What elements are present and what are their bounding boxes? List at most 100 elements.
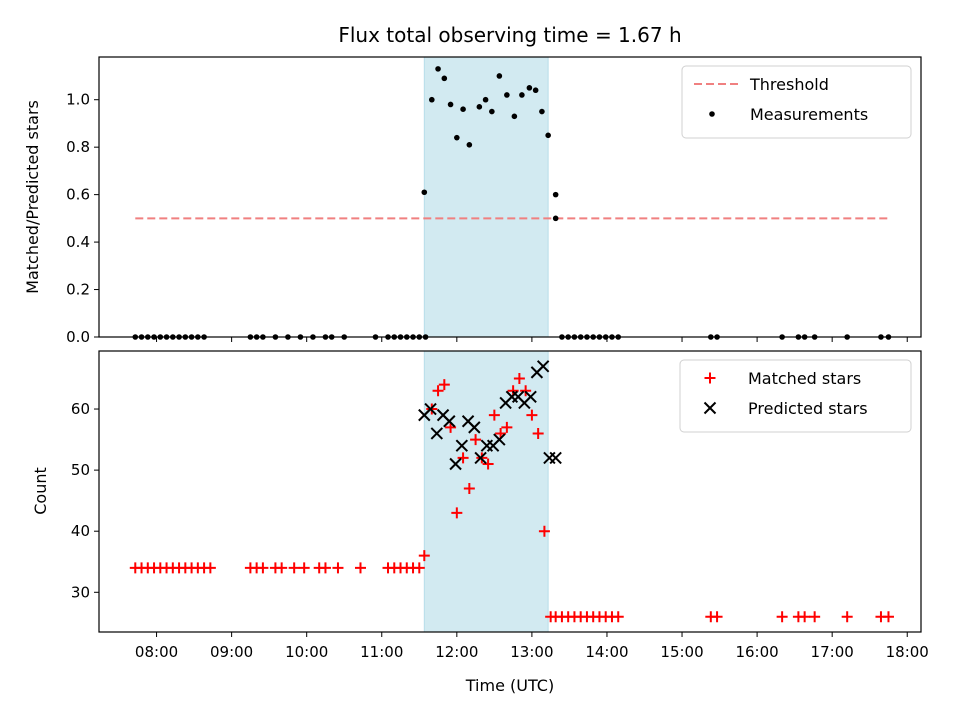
chart-title: Flux total observing time = 1.67 h bbox=[338, 23, 681, 47]
measurement-point bbox=[466, 141, 473, 148]
legend-label: Predicted stars bbox=[748, 399, 868, 418]
legend-label: Matched stars bbox=[748, 369, 861, 388]
matched-star-point bbox=[463, 482, 475, 494]
matched-star-point bbox=[841, 611, 853, 623]
x-tick-label: 09:00 bbox=[210, 643, 253, 661]
bottom-y-tick-label: 50 bbox=[71, 461, 90, 479]
x-tick-label: 18:00 bbox=[886, 643, 929, 661]
predicted-star-point bbox=[443, 415, 456, 428]
predicted-star-point bbox=[474, 451, 487, 465]
y-axis-label-top: Matched/Predicted stars bbox=[23, 100, 42, 294]
top-shaded-interval bbox=[423, 56, 549, 338]
bottom-y-tick-label: 40 bbox=[71, 522, 90, 540]
predicted-star-point bbox=[449, 457, 462, 471]
matched-star-point bbox=[298, 562, 310, 574]
measurement-point bbox=[526, 85, 533, 91]
bottom-axes-frame bbox=[98, 350, 922, 633]
measurement-point bbox=[429, 96, 435, 103]
matched-star-point bbox=[413, 562, 425, 574]
matched-star-point bbox=[538, 525, 550, 537]
measurement-point bbox=[519, 92, 525, 98]
predicted-star-point bbox=[536, 360, 550, 373]
matched-star-point bbox=[332, 562, 344, 574]
top-y-tick-label: 0.0 bbox=[66, 328, 90, 346]
x-tick-label: 13:00 bbox=[510, 643, 553, 661]
y-axis-label-bottom: Count bbox=[31, 467, 50, 515]
matched-star-point bbox=[438, 379, 450, 391]
predicted-star-point bbox=[524, 390, 537, 404]
matched-star-point bbox=[432, 385, 444, 397]
bottom-legend: Matched stars Predicted stars bbox=[679, 359, 912, 433]
matched-star-point bbox=[482, 458, 494, 470]
matched-star-point bbox=[488, 409, 500, 421]
x-tick-label: 12:00 bbox=[435, 643, 478, 661]
x-tick-label: 10:00 bbox=[285, 643, 328, 661]
matched-star-point bbox=[513, 372, 525, 384]
matched-star-point bbox=[711, 611, 723, 623]
measurement-point bbox=[504, 92, 510, 98]
ratio-panel: 0.0 0.2 0.4 0.6 0.8 1.0 Threshold Measurements bbox=[66, 56, 922, 346]
count-panel: 30 40 50 60 08:00 09:00 10:00 11:00 12:00 13:00 14… bbox=[71, 350, 929, 661]
top-y-tick-label: 0.8 bbox=[66, 138, 90, 156]
bottom-y-tick-label: 30 bbox=[71, 583, 90, 601]
matched-star-point bbox=[288, 562, 300, 574]
predicted-star-point bbox=[424, 402, 437, 416]
measurement-point bbox=[552, 191, 559, 198]
matched-star-point bbox=[532, 427, 544, 439]
matched-star-point bbox=[257, 562, 269, 574]
bottom-y-tick-label: 60 bbox=[71, 400, 90, 418]
measurement-point bbox=[421, 189, 428, 196]
matched-star-point bbox=[354, 562, 366, 574]
predicted-star-point bbox=[549, 451, 562, 465]
bottom-legend-box bbox=[679, 359, 912, 433]
x-tick-label: 16:00 bbox=[735, 643, 778, 661]
measurement-point bbox=[511, 113, 518, 120]
top-y-tick-label: 0.6 bbox=[66, 186, 90, 204]
legend-label: Measurements bbox=[750, 105, 868, 124]
matched-star-point bbox=[809, 611, 821, 623]
predicted-star-point bbox=[430, 427, 444, 440]
top-y-tick-label: 0.4 bbox=[66, 233, 90, 251]
matched-star-point bbox=[882, 611, 894, 623]
x-tick-label: 17:00 bbox=[811, 643, 854, 661]
measurement-point bbox=[539, 108, 545, 115]
top-y-tick-label: 0.2 bbox=[66, 281, 90, 299]
measurement-point bbox=[482, 96, 489, 103]
measurement-point bbox=[552, 215, 559, 222]
matched-star-point bbox=[526, 409, 538, 421]
x-tick-label: 08:00 bbox=[135, 643, 178, 661]
matched-star-point bbox=[204, 562, 216, 574]
top-legend: Threshold Measurements bbox=[681, 65, 912, 139]
legend-label: Threshold bbox=[749, 75, 829, 94]
top-y-tick-label: 1.0 bbox=[66, 91, 90, 109]
measurement-point bbox=[532, 87, 539, 94]
x-tick-label: 14:00 bbox=[585, 643, 628, 661]
predicted-star-point bbox=[468, 421, 481, 434]
measurement-point bbox=[496, 73, 503, 79]
bottom-shaded-interval bbox=[423, 350, 549, 633]
top-legend-box bbox=[681, 65, 912, 139]
measurement-point bbox=[441, 75, 448, 82]
measurement-point bbox=[489, 108, 495, 115]
matched-star-point bbox=[799, 611, 811, 623]
x-axis-label: Time (UTC) bbox=[465, 676, 554, 695]
legend-predicted-swatch bbox=[703, 401, 717, 415]
measurement-point bbox=[447, 101, 454, 108]
measurement-point bbox=[435, 66, 441, 72]
measurement-point bbox=[476, 104, 483, 110]
predicted-star-point bbox=[493, 433, 506, 446]
x-tick-label: 15:00 bbox=[660, 643, 703, 661]
matched-star-point bbox=[457, 452, 469, 464]
measurement-point bbox=[545, 132, 551, 139]
predicted-star-point bbox=[455, 439, 469, 452]
legend-measurements-swatch bbox=[709, 111, 715, 117]
matched-star-point bbox=[776, 611, 788, 623]
x-tick-label: 11:00 bbox=[360, 643, 403, 661]
top-axes-frame bbox=[98, 56, 922, 338]
matched-star-point bbox=[470, 434, 482, 446]
measurement-point bbox=[460, 106, 466, 113]
matched-star-point bbox=[612, 611, 624, 623]
matched-star-point bbox=[319, 562, 331, 574]
matched-star-point bbox=[501, 421, 513, 433]
